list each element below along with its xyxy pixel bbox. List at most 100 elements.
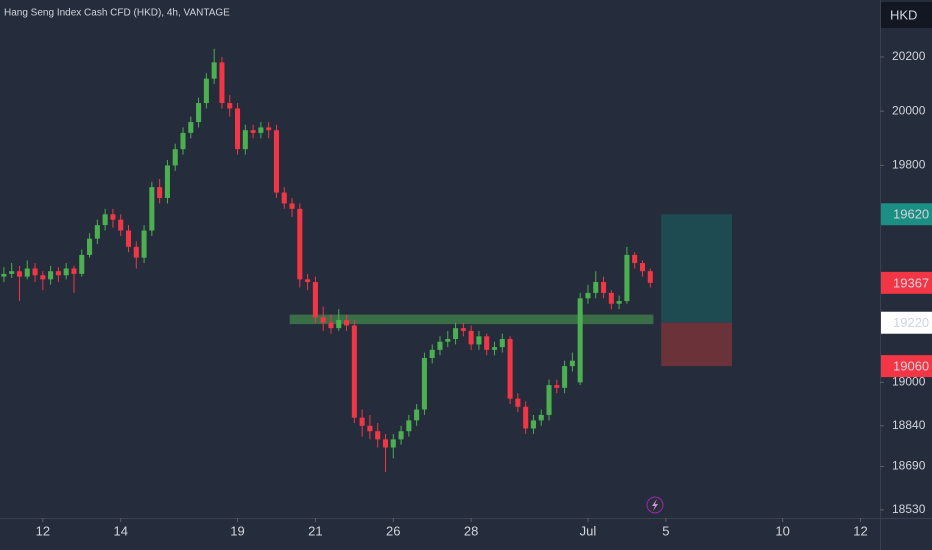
- candle-body: [16, 271, 22, 277]
- x-tick-label: Jul: [580, 523, 597, 538]
- candle-body: [188, 122, 194, 133]
- candle-body: [546, 385, 552, 415]
- x-tick-label: 19: [230, 523, 244, 538]
- plot-area: [1, 48, 733, 472]
- candle-body: [632, 254, 638, 264]
- price-label-box: [881, 355, 932, 378]
- candle-body: [133, 246, 139, 258]
- candle-body: [118, 219, 124, 231]
- candle-body: [312, 282, 318, 318]
- candle-body: [390, 439, 396, 448]
- candle-body: [203, 78, 209, 104]
- candle-body: [273, 130, 279, 193]
- candle-body: [141, 230, 147, 258]
- currency-box: [881, 2, 932, 28]
- candle-body: [164, 165, 170, 198]
- candle-body: [593, 282, 599, 293]
- candle-body: [445, 339, 451, 342]
- candle-body: [211, 62, 217, 79]
- candle-body: [9, 271, 15, 274]
- candle-body: [414, 409, 420, 421]
- candle-body: [289, 203, 295, 209]
- candle-body: [55, 271, 61, 276]
- candle-body: [515, 398, 521, 407]
- candle-body: [577, 298, 583, 383]
- candle-body: [250, 130, 256, 133]
- candle-body: [491, 347, 498, 350]
- y-tick-label: 20000: [892, 103, 926, 117]
- candle-body: [32, 268, 38, 276]
- x-tick-label: 21: [308, 523, 322, 538]
- price-label-box: [881, 311, 932, 334]
- candle-body: [647, 271, 653, 283]
- price-label: 19367: [893, 275, 929, 290]
- candle-body: [499, 339, 505, 348]
- candle-body: [1, 273, 7, 277]
- x-tick-label: 14: [113, 523, 127, 538]
- price-label: 19620: [893, 207, 929, 222]
- candle-body: [351, 325, 357, 418]
- x-tick-label: 12: [36, 523, 50, 538]
- candle-body: [180, 132, 186, 150]
- y-tick-label: 18690: [892, 459, 926, 473]
- candle-body: [359, 417, 365, 426]
- candle-body: [336, 320, 342, 329]
- candle-body: [530, 420, 536, 429]
- candle-body: [382, 439, 389, 448]
- x-tick-label: 28: [464, 523, 478, 538]
- candle-body: [523, 406, 529, 429]
- candle-body: [460, 328, 466, 331]
- candle-body: [429, 349, 435, 358]
- candle-body: [639, 263, 646, 272]
- x-tick-label: 5: [662, 523, 669, 538]
- price-label-box: [881, 203, 932, 226]
- candle-body: [476, 336, 482, 345]
- candle-body: [437, 341, 443, 350]
- candle-body: [48, 271, 54, 280]
- candle-body: [79, 254, 85, 274]
- chart-title: Hang Seng Index Cash CFD (HKD), 4h, VANT…: [4, 8, 230, 19]
- candle-body: [344, 320, 350, 326]
- price-label-box: [881, 271, 932, 294]
- x-tick-label: 10: [775, 523, 789, 538]
- candle-body: [601, 282, 607, 293]
- candle-body: [616, 301, 622, 304]
- currency: HKD: [890, 7, 917, 22]
- candle-body: [297, 208, 303, 280]
- candle-body: [219, 62, 225, 104]
- support-zone: [289, 314, 654, 325]
- candle-body: [125, 230, 132, 247]
- candle-body: [421, 357, 427, 410]
- candle-body: [63, 268, 69, 276]
- x-tick-label: 12: [853, 523, 867, 538]
- candle-body: [258, 127, 264, 133]
- candle-body: [172, 149, 178, 166]
- candle-body: [102, 214, 108, 226]
- candle-body: [71, 268, 77, 274]
- candle-body: [24, 268, 30, 277]
- candle-body: [608, 292, 614, 304]
- profit-zone: [661, 214, 733, 323]
- candle-body: [367, 425, 373, 432]
- candle-body: [40, 275, 46, 280]
- candle-body: [328, 322, 334, 329]
- candle-body: [468, 330, 474, 345]
- alert-icon[interactable]: [646, 496, 664, 514]
- candle-body: [196, 103, 202, 123]
- candle-body: [242, 130, 248, 150]
- candle-body: [281, 192, 287, 204]
- candle-body: [554, 385, 560, 388]
- y-tick-label: 20200: [892, 49, 926, 63]
- candle-body: [453, 328, 459, 340]
- candle-body: [562, 366, 568, 388]
- candle-body: [507, 339, 513, 399]
- price-label: 19060: [893, 359, 929, 374]
- candle-body: [94, 225, 100, 239]
- candle-body: [375, 431, 381, 440]
- candle-body: [149, 187, 155, 231]
- candle-body: [87, 238, 93, 255]
- candle-body: [234, 108, 241, 150]
- candle-body: [110, 214, 116, 220]
